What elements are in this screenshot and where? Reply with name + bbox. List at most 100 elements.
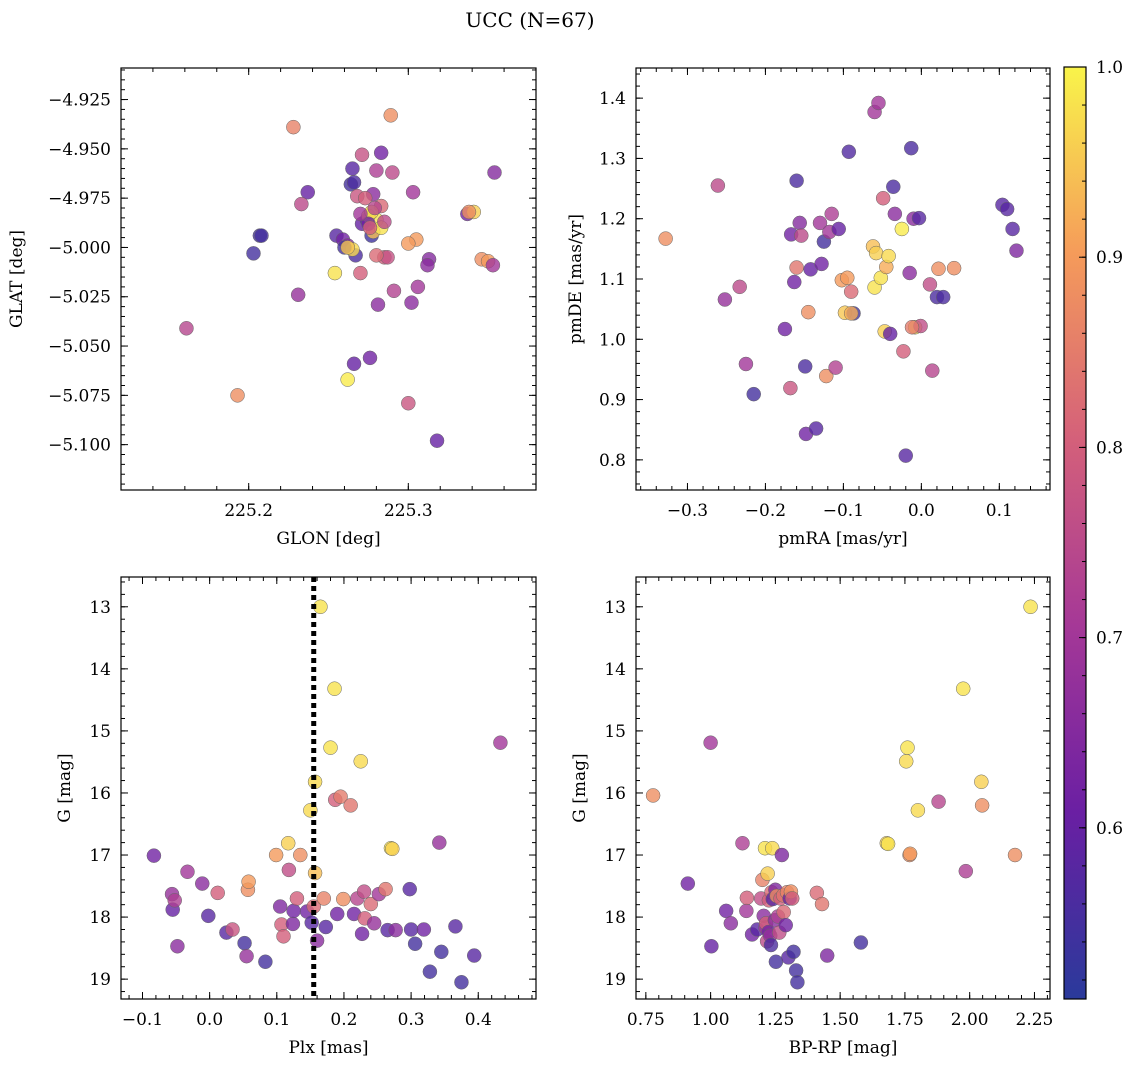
scatter-point [407, 936, 423, 952]
scatter-point [485, 257, 501, 273]
x-tick-label: 0.4 [465, 1010, 492, 1030]
scatter-point [237, 935, 252, 951]
x-axis-label: pmRA [mas/yr] [778, 529, 907, 549]
y-tick-label: −5.000 [48, 238, 111, 258]
scatter-point [357, 190, 373, 206]
x-tick-label: 225.3 [384, 501, 433, 521]
scatter-point [340, 372, 355, 387]
scatter-point [704, 939, 719, 954]
scatter-point [763, 937, 779, 953]
scatter-point [680, 876, 696, 891]
scatter-point [241, 874, 256, 889]
y-tick-label: −5.075 [48, 386, 111, 406]
panel-plx-g: −0.1 0.0 0.1 0.2 0.3 0.4 13 14 15 16 17 18 19 Plx [ma… [55, 576, 537, 1058]
scatter-point [843, 306, 859, 321]
scatter-point [448, 919, 463, 934]
panel-glon-glat: 225.2 225.3 −4.925 −4.950 −4.975 −5.000 −5.025… [7, 67, 537, 549]
scatter-point [294, 196, 309, 212]
scatter-point [935, 289, 951, 305]
scatter-point [179, 321, 194, 336]
scatter-point [841, 144, 857, 160]
scatter-point [797, 359, 813, 374]
scatter-point [354, 147, 370, 163]
colorbar-tick-label: 0.9 [1096, 248, 1123, 268]
scatter-point [466, 948, 482, 963]
x-tick-label: 0.3 [398, 1010, 425, 1030]
scatter-point [718, 903, 734, 919]
scatter-point [723, 916, 739, 931]
scatter-point [420, 257, 435, 273]
scatter-point [403, 922, 419, 937]
scatter-point [1009, 243, 1024, 258]
x-tick-label: 0.2 [330, 1010, 357, 1030]
scatter-point [432, 835, 447, 850]
y-tick-label: −5.025 [48, 288, 111, 308]
scatter-point [710, 178, 726, 193]
x-tick-label: 2.00 [951, 1010, 989, 1030]
scatter-point [286, 903, 301, 919]
y-axis-label: G [mag] [55, 753, 75, 822]
scatter-point [900, 740, 915, 755]
x-tick-label: 0.1 [986, 501, 1013, 521]
scatter-point [818, 368, 834, 384]
x-tick-label: 1.25 [756, 1010, 794, 1030]
y-tick-label: 0.8 [599, 451, 626, 471]
scatter-point [367, 200, 383, 216]
scatter-point [739, 890, 755, 906]
scatter-point [346, 356, 362, 372]
colorbar-gradient [1063, 66, 1087, 1000]
scatter-point [363, 896, 379, 912]
scatter-point [386, 283, 402, 299]
x-tick-label: 1.75 [886, 1010, 924, 1030]
y-tick-label: 15 [604, 722, 626, 742]
scatter-point [410, 279, 426, 295]
y-axis-label: pmDE [mas/yr] [566, 214, 586, 344]
scatter-point [789, 260, 804, 275]
x-tick-label: 2.25 [1016, 1010, 1054, 1030]
scatter-point [170, 939, 185, 954]
scatter-point [824, 206, 839, 222]
panel-pmra-pmde: −0.3 −0.2 −0.1 0.0 0.1 0.8 0.9 1.0 1.1 1.2 1.3 1.4 p… [566, 67, 1051, 549]
scatter-point [370, 297, 386, 312]
scatter-point [300, 184, 315, 200]
scatter-point [369, 163, 384, 178]
x-axis-label: BP-RP [mag] [789, 1038, 898, 1058]
scatter-point [843, 284, 859, 299]
scatter-point [735, 835, 750, 851]
scatter-point [717, 292, 733, 307]
scatter-point [336, 891, 351, 907]
scatter-point [739, 903, 754, 919]
scatter-point [801, 304, 816, 320]
scatter-point [354, 926, 370, 942]
scatter-point [239, 948, 254, 964]
scatter-point [814, 896, 830, 912]
x-tick-label: 1.50 [821, 1010, 859, 1030]
scatter-point [812, 215, 828, 231]
scatter-point [378, 881, 393, 897]
x-tick-label: −0.1 [823, 501, 864, 521]
scatter-point [353, 265, 368, 281]
scatter-point [272, 899, 288, 914]
scatter-point [828, 360, 843, 375]
scatter-point [487, 165, 502, 180]
scatter-point [902, 265, 917, 281]
colorbar-tick-label: 0.7 [1096, 629, 1123, 649]
x-axis-label: Plx [mas] [288, 1038, 368, 1058]
scatter-point [760, 866, 775, 881]
scatter-point [401, 395, 416, 411]
axes-frame [635, 576, 1051, 1000]
y-tick-label: 17 [604, 846, 626, 866]
scatter-point [258, 954, 273, 970]
scatter-point [1007, 847, 1023, 863]
scatter-point [853, 935, 869, 950]
x-tick-label: 0.0 [908, 501, 935, 521]
scatter-point [794, 228, 809, 243]
scatter-point [286, 119, 301, 135]
scatter-point [911, 210, 927, 226]
scatter-point [789, 173, 804, 188]
scatter-point [871, 95, 886, 111]
scatter-point [955, 681, 971, 696]
scatter-point [880, 836, 896, 852]
scatter-point [422, 964, 438, 979]
scatter-point [366, 916, 382, 931]
